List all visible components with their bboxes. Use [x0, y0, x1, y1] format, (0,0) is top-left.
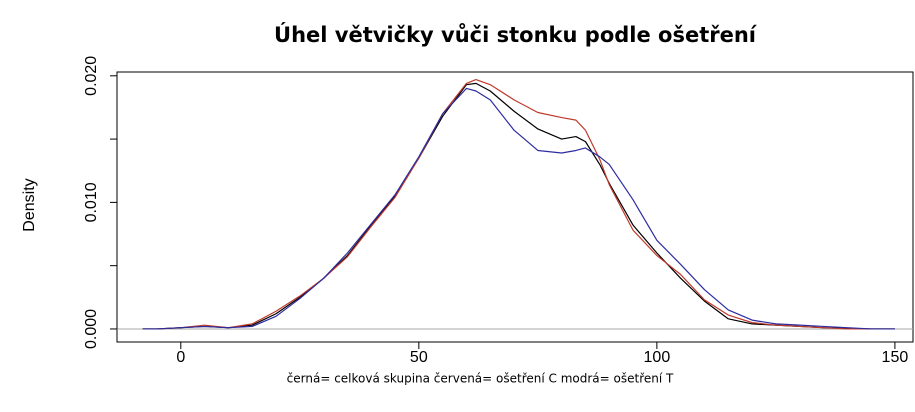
density-line — [142, 87, 895, 330]
x-tick-label: 0 — [176, 349, 185, 366]
density-line — [142, 78, 895, 330]
y-axis-label: Density — [21, 178, 38, 231]
x-tick-label: 50 — [410, 349, 428, 366]
y-tick-label: 0.020 — [83, 56, 100, 96]
y-tick-label: 0.010 — [83, 182, 100, 222]
density-line — [142, 82, 895, 330]
x-tick-label: 150 — [882, 349, 909, 366]
y-tick-label: 0.000 — [83, 309, 100, 349]
x-tick-label: 100 — [644, 349, 671, 366]
chart-title: Úhel větvičky vůči stonku podle ošetření — [274, 22, 758, 47]
x-axis-label: černá= celková skupina červená= ošetření… — [287, 372, 674, 386]
